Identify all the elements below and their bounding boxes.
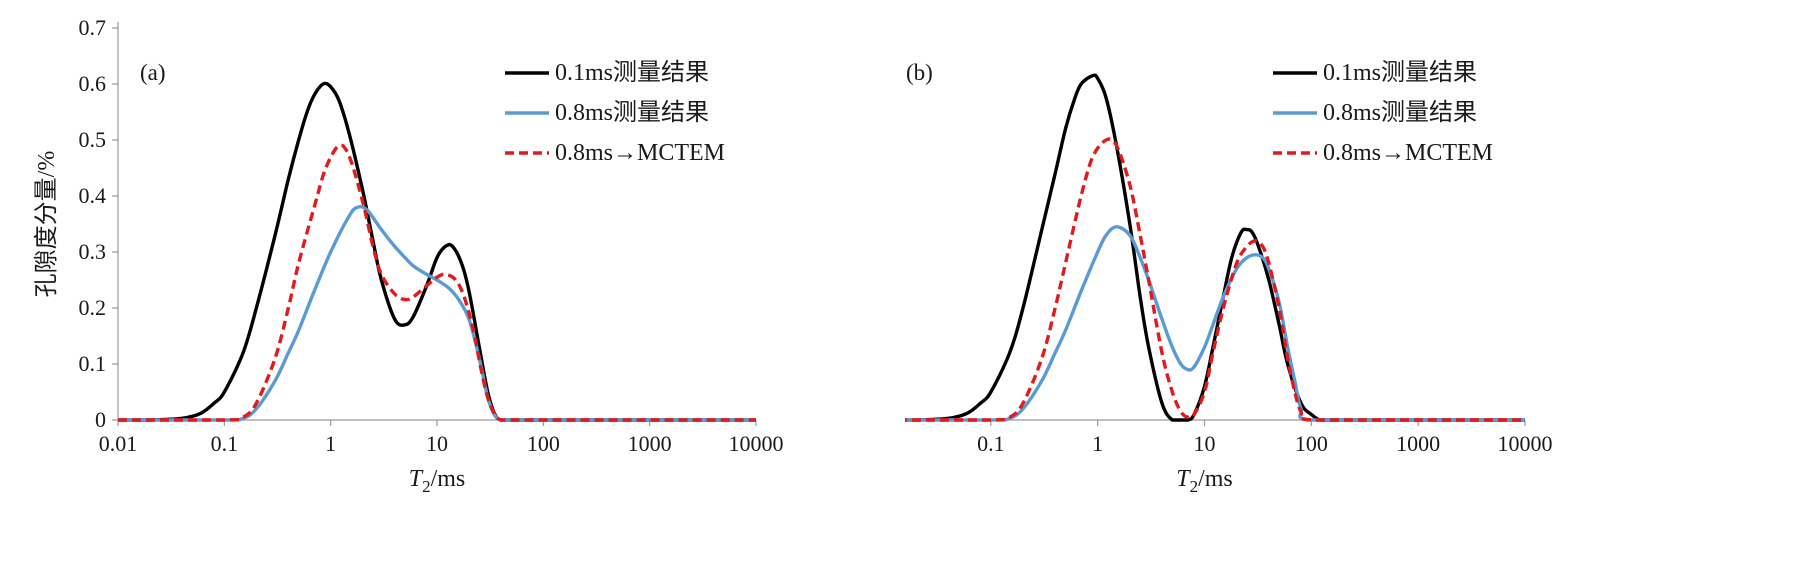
- chart-a-panel-label: (a): [140, 60, 166, 85]
- chart-a-x-tick-label: 10000: [729, 431, 784, 456]
- chart-a-y-tick-label: 0.4: [79, 183, 107, 208]
- chart-a-legend-label-1: 0.1ms测量结果: [555, 59, 709, 86]
- chart-b-x-tick-label: 10: [1194, 431, 1216, 456]
- chart-b-svg: 00.10.20.30.40.50.60.70.010.111010010001…: [905, 59, 1553, 496]
- chart-b-series-line-2: [905, 225, 1525, 422]
- chart-b-legend-label-3: 0.8ms→MCTEM: [1323, 140, 1493, 166]
- chart-b-x-label-sub: 2: [1190, 477, 1199, 496]
- chart-a-x-label-main: T: [409, 466, 424, 492]
- chart-b-x-tick-label: 10000: [1498, 431, 1553, 456]
- chart-a-x-tick-label: 10: [426, 431, 448, 456]
- chart-a-legend-label-2: 0.8ms测量结果: [555, 99, 709, 126]
- chart-a-y-axis-label: 孔隙度分量/%: [33, 151, 60, 298]
- chart-b-x-tick-label: 0.1: [977, 431, 1005, 456]
- chart-a-x-tick-label: 0.1: [211, 431, 239, 456]
- chart-b-x-axis-label: T2/ms: [1176, 466, 1233, 496]
- chart-a-y-tick-label: 0.1: [79, 351, 107, 376]
- chart-a-series-line-1: [117, 81, 756, 422]
- chart-a-x-tick-label: 1000: [628, 431, 672, 456]
- chart-a-x-tick-label: 0.01: [99, 431, 138, 456]
- chart-a-y-tick-label: 0.6: [79, 71, 107, 96]
- chart-a-y-tick-label: 0.3: [79, 239, 107, 264]
- chart-a-x-tick-label: 100: [527, 431, 560, 456]
- chart-a-svg: 0 0.1 0.2 0.3 0.4 0.5 0.6 0.7 0.01 0.1 1 10 100 1000 1…: [33, 15, 784, 496]
- chart-b-legend-label-2: 0.8ms测量结果: [1323, 99, 1477, 126]
- chart-b-legend-label-1: 0.1ms测量结果: [1323, 59, 1477, 86]
- chart-a-y-tick-label: 0.2: [79, 295, 107, 320]
- chart-a-x-axis-label: T2/ms: [409, 466, 466, 496]
- chart-a-x-label-sub: 2: [422, 477, 431, 496]
- chart-a-y-tick-label: 0: [95, 407, 106, 432]
- chart-b-series-line-1: [905, 73, 1525, 422]
- chart-b-x-label-main: T: [1176, 466, 1191, 492]
- chart-b-x-tick-label: 1: [1092, 431, 1103, 456]
- chart-b-series-line-3: [905, 137, 1525, 422]
- chart-a-legend-label-3: 0.8ms→MCTEM: [555, 140, 725, 166]
- chart-b-x-label-unit: /ms: [1198, 466, 1233, 492]
- chart-a-x-tick-label: 1: [325, 431, 336, 456]
- chart-b-panel-label: (b): [906, 60, 933, 85]
- chart-panel-a: 0 0.1 0.2 0.3 0.4 0.5 0.6 0.7 0.01 0.1 1 10 100 1000 1…: [0, 0, 905, 580]
- chart-b-x-tick-label: 1000: [1396, 431, 1440, 456]
- chart-a-series-line-3: [117, 143, 756, 422]
- chart-a-series-line-2: [117, 204, 756, 422]
- chart-b-x-tick-label: 100: [1295, 431, 1328, 456]
- chart-a-y-tick-label: 0.7: [79, 15, 107, 40]
- chart-a-y-tick-label: 0.5: [79, 127, 107, 152]
- chart-panel-b: 00.10.20.30.40.50.60.70.010.111010010001…: [905, 0, 1811, 580]
- chart-a-x-label-unit: /ms: [431, 466, 466, 492]
